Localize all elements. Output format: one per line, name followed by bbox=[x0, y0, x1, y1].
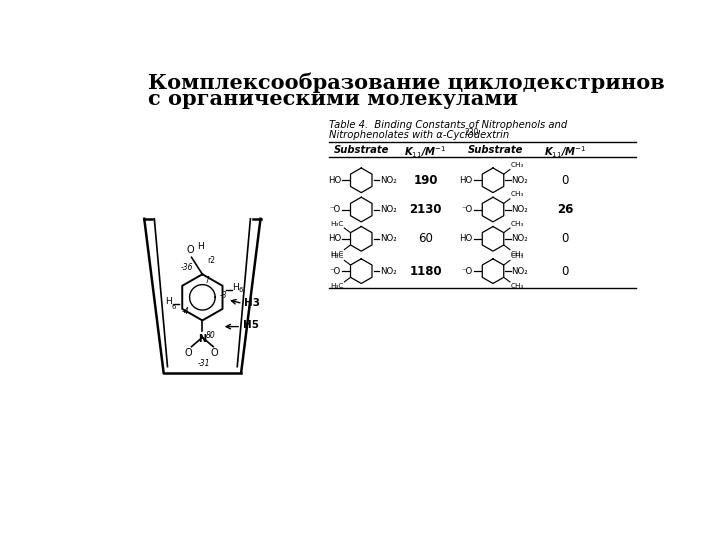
Text: H₃C: H₃C bbox=[330, 253, 343, 259]
Text: CH₃: CH₃ bbox=[510, 284, 524, 289]
Text: NO₂: NO₂ bbox=[512, 267, 528, 275]
Text: 0: 0 bbox=[562, 232, 569, 245]
Text: O: O bbox=[184, 348, 192, 358]
Text: ⁻O: ⁻O bbox=[330, 267, 341, 275]
Text: Комплексообразование циклодекстринов: Комплексообразование циклодекстринов bbox=[148, 72, 665, 93]
Text: 60: 60 bbox=[418, 232, 433, 245]
Text: ⁻O: ⁻O bbox=[330, 205, 341, 214]
Text: K$_{11}$/M$^{-1}$: K$_{11}$/M$^{-1}$ bbox=[544, 145, 586, 160]
Text: 7: 7 bbox=[204, 276, 209, 285]
Text: NO₂: NO₂ bbox=[380, 176, 397, 185]
Text: K$_{11}$/M$^{-1}$: K$_{11}$/M$^{-1}$ bbox=[405, 145, 447, 160]
Text: Substrate: Substrate bbox=[333, 145, 389, 155]
Text: H3: H3 bbox=[244, 299, 260, 308]
Text: 80: 80 bbox=[206, 331, 216, 340]
Text: NO₂: NO₂ bbox=[512, 205, 528, 214]
Text: HO: HO bbox=[328, 234, 341, 244]
Text: CH₃: CH₃ bbox=[510, 253, 524, 259]
Text: 1180: 1180 bbox=[409, 265, 442, 278]
Text: -36: -36 bbox=[181, 263, 193, 272]
Text: O: O bbox=[211, 348, 219, 358]
Text: 6: 6 bbox=[171, 305, 176, 310]
Text: 0: 0 bbox=[562, 265, 569, 278]
Text: NO₂: NO₂ bbox=[380, 205, 397, 214]
Text: NO₂: NO₂ bbox=[512, 176, 528, 185]
Text: NO₂: NO₂ bbox=[380, 267, 397, 275]
Text: HO: HO bbox=[459, 234, 473, 244]
Text: 230: 230 bbox=[464, 128, 479, 137]
Text: Substrate: Substrate bbox=[467, 145, 523, 155]
Text: -3: -3 bbox=[220, 291, 227, 300]
Text: -31: -31 bbox=[198, 359, 210, 368]
Text: H5: H5 bbox=[243, 320, 258, 330]
Text: H: H bbox=[233, 283, 239, 292]
Text: 6: 6 bbox=[238, 287, 243, 293]
Text: 2130: 2130 bbox=[410, 203, 442, 216]
Text: -4: -4 bbox=[181, 307, 189, 316]
Text: N: N bbox=[198, 334, 207, 343]
Text: ⁻O: ⁻O bbox=[462, 267, 473, 275]
Text: CH₃: CH₃ bbox=[510, 191, 524, 197]
Text: Table 4.  Binding Constants of Nitrophenols and: Table 4. Binding Constants of Nitropheno… bbox=[329, 120, 567, 130]
Text: Nitrophenolates with α-Cyclodextrin: Nitrophenolates with α-Cyclodextrin bbox=[329, 130, 509, 140]
Text: CH₃: CH₃ bbox=[510, 251, 524, 257]
Text: H₃C: H₃C bbox=[330, 220, 343, 226]
Text: NO₂: NO₂ bbox=[380, 234, 397, 244]
Text: H₃C: H₃C bbox=[330, 284, 343, 289]
Text: HO: HO bbox=[328, 176, 341, 185]
Text: 0: 0 bbox=[562, 174, 569, 187]
Text: 190: 190 bbox=[413, 174, 438, 187]
Text: ⁻O: ⁻O bbox=[462, 205, 473, 214]
Text: HO: HO bbox=[459, 176, 473, 185]
Text: H: H bbox=[166, 296, 172, 306]
Text: r2: r2 bbox=[207, 256, 215, 265]
Text: O: O bbox=[186, 245, 194, 255]
Text: с органическими молекулами: с органическими молекулами bbox=[148, 90, 518, 110]
Text: CH₃: CH₃ bbox=[510, 220, 524, 226]
Text: 26: 26 bbox=[557, 203, 573, 216]
Text: H₃C: H₃C bbox=[330, 251, 343, 257]
Text: CH₃: CH₃ bbox=[510, 162, 524, 168]
Text: NO₂: NO₂ bbox=[512, 234, 528, 244]
Text: H: H bbox=[197, 242, 204, 251]
